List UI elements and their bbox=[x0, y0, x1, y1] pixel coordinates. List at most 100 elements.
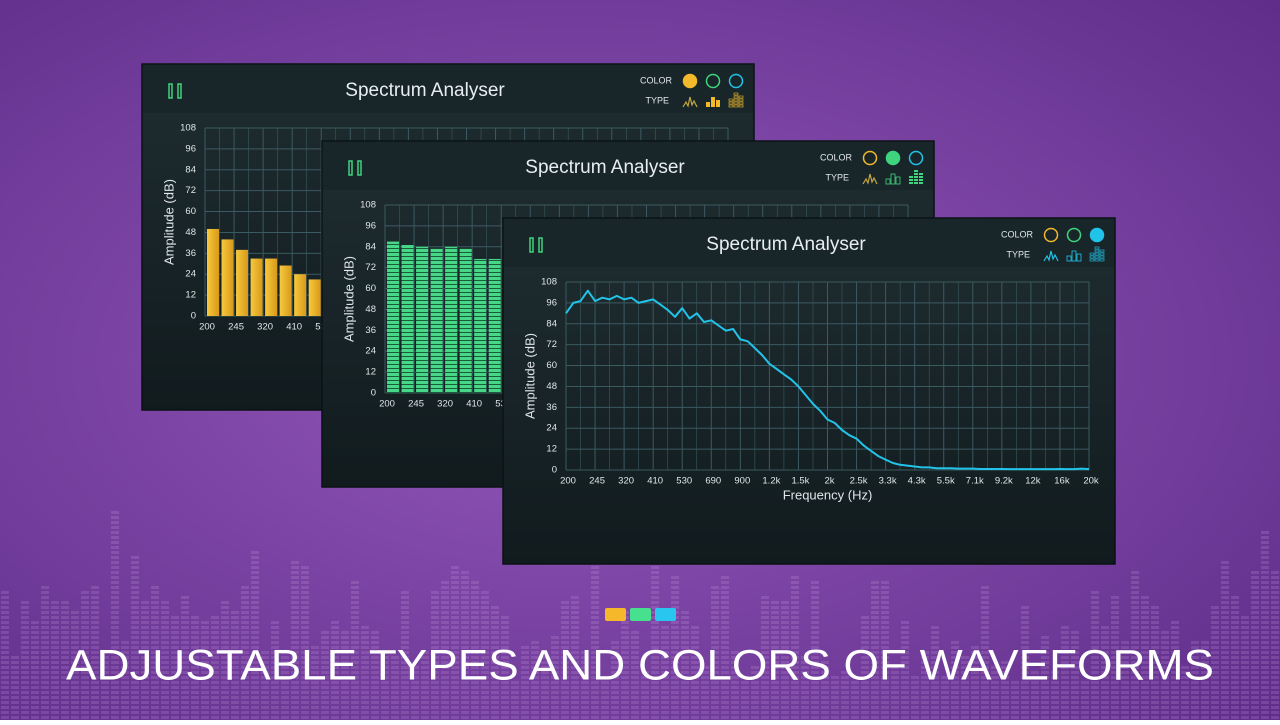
type-option[interactable] bbox=[919, 176, 923, 178]
color-option[interactable] bbox=[862, 150, 878, 166]
indicator[interactable] bbox=[605, 608, 626, 621]
eq-cell bbox=[351, 611, 359, 614]
pause-bar[interactable] bbox=[348, 160, 353, 176]
type-option[interactable] bbox=[738, 95, 744, 99]
eq-cell bbox=[481, 641, 489, 644]
eq-cell bbox=[611, 651, 619, 654]
type-option[interactable] bbox=[909, 182, 913, 184]
eq-cell bbox=[791, 596, 799, 599]
eq-cell bbox=[1081, 691, 1089, 694]
color-option[interactable] bbox=[705, 73, 721, 89]
eq-cell bbox=[1141, 681, 1149, 684]
eq-cell bbox=[41, 586, 49, 589]
type-option[interactable] bbox=[1089, 255, 1095, 259]
eq-cell bbox=[981, 671, 989, 674]
type-option[interactable] bbox=[738, 104, 744, 108]
eq-cell bbox=[841, 716, 849, 719]
type-option[interactable] bbox=[728, 98, 734, 102]
type-option[interactable] bbox=[1099, 252, 1105, 256]
eq-cell bbox=[1241, 621, 1249, 624]
eq-cell bbox=[751, 711, 759, 714]
type-option[interactable] bbox=[914, 170, 918, 172]
type-option[interactable] bbox=[909, 179, 913, 181]
eq-cell bbox=[901, 646, 909, 649]
type-option[interactable] bbox=[682, 96, 698, 108]
type-option[interactable] bbox=[716, 100, 720, 107]
type-option[interactable] bbox=[862, 173, 878, 185]
pause-bar[interactable] bbox=[529, 237, 534, 253]
type-option[interactable] bbox=[1066, 255, 1072, 262]
type-option[interactable] bbox=[914, 176, 918, 178]
type-option[interactable] bbox=[1094, 249, 1100, 253]
bar bbox=[207, 228, 219, 316]
type-option[interactable] bbox=[1094, 258, 1100, 262]
eq-cell bbox=[1121, 661, 1129, 664]
bar bbox=[236, 249, 249, 316]
eq-cell bbox=[161, 691, 169, 694]
indicator[interactable] bbox=[655, 608, 676, 621]
color-option[interactable] bbox=[908, 150, 924, 166]
type-option[interactable] bbox=[914, 173, 918, 175]
pause-bar[interactable] bbox=[538, 237, 543, 253]
type-option[interactable] bbox=[738, 101, 744, 105]
eq-cell bbox=[91, 696, 99, 699]
color-option[interactable] bbox=[885, 150, 901, 166]
type-option[interactable] bbox=[1089, 258, 1095, 262]
type-option[interactable] bbox=[738, 98, 744, 102]
type-option[interactable] bbox=[1071, 250, 1077, 262]
type-option[interactable] bbox=[885, 178, 891, 185]
type-option[interactable] bbox=[914, 179, 918, 181]
eq-cell bbox=[721, 621, 729, 624]
x-tick-label: 410 bbox=[286, 322, 302, 333]
type-option[interactable] bbox=[919, 179, 923, 181]
type-option[interactable] bbox=[711, 97, 715, 107]
type-option[interactable] bbox=[706, 102, 710, 107]
indicator[interactable] bbox=[630, 608, 651, 621]
eq-cell bbox=[1151, 611, 1159, 614]
type-option[interactable] bbox=[733, 104, 739, 108]
y-tick-label: 60 bbox=[185, 206, 196, 217]
type-option[interactable] bbox=[1094, 246, 1100, 250]
eq-cell bbox=[1221, 596, 1229, 599]
eq-cell bbox=[431, 616, 439, 619]
type-option[interactable] bbox=[728, 104, 734, 108]
type-option[interactable] bbox=[733, 101, 739, 105]
eq-cell bbox=[1251, 641, 1259, 644]
type-option[interactable] bbox=[1094, 255, 1100, 259]
type-option[interactable] bbox=[733, 92, 739, 96]
pause-bar[interactable] bbox=[168, 83, 173, 99]
type-option[interactable] bbox=[909, 176, 913, 178]
eq-cell bbox=[671, 661, 679, 664]
type-option[interactable] bbox=[1099, 258, 1105, 262]
type-option[interactable] bbox=[1043, 250, 1059, 262]
type-option[interactable] bbox=[1089, 252, 1095, 256]
type-option[interactable] bbox=[895, 176, 901, 185]
eq-cell bbox=[971, 661, 979, 664]
type-option[interactable] bbox=[914, 182, 918, 184]
type-option[interactable] bbox=[1094, 252, 1100, 256]
eq-cell bbox=[111, 661, 119, 664]
eq-cell bbox=[791, 711, 799, 714]
eq-cell bbox=[301, 681, 309, 684]
type-option[interactable] bbox=[728, 101, 734, 105]
color-option[interactable] bbox=[1066, 227, 1082, 243]
type-option[interactable] bbox=[1099, 249, 1105, 253]
type-option[interactable] bbox=[1099, 255, 1105, 259]
eq-cell bbox=[711, 651, 719, 654]
type-option[interactable] bbox=[733, 95, 739, 99]
type-option[interactable] bbox=[919, 173, 923, 175]
eq-cell bbox=[821, 686, 829, 689]
color-option[interactable] bbox=[682, 73, 698, 89]
color-option[interactable] bbox=[1043, 227, 1059, 243]
color-option[interactable] bbox=[728, 73, 744, 89]
eq-cell bbox=[881, 646, 889, 649]
type-option[interactable] bbox=[733, 98, 739, 102]
type-option[interactable] bbox=[1076, 253, 1082, 262]
type-option[interactable] bbox=[890, 173, 896, 185]
color-option[interactable] bbox=[1089, 227, 1105, 243]
pause-bar[interactable] bbox=[357, 160, 362, 176]
eq-cell bbox=[21, 641, 29, 644]
type-option[interactable] bbox=[919, 182, 923, 184]
eq-cell bbox=[1041, 641, 1049, 644]
pause-bar[interactable] bbox=[177, 83, 182, 99]
